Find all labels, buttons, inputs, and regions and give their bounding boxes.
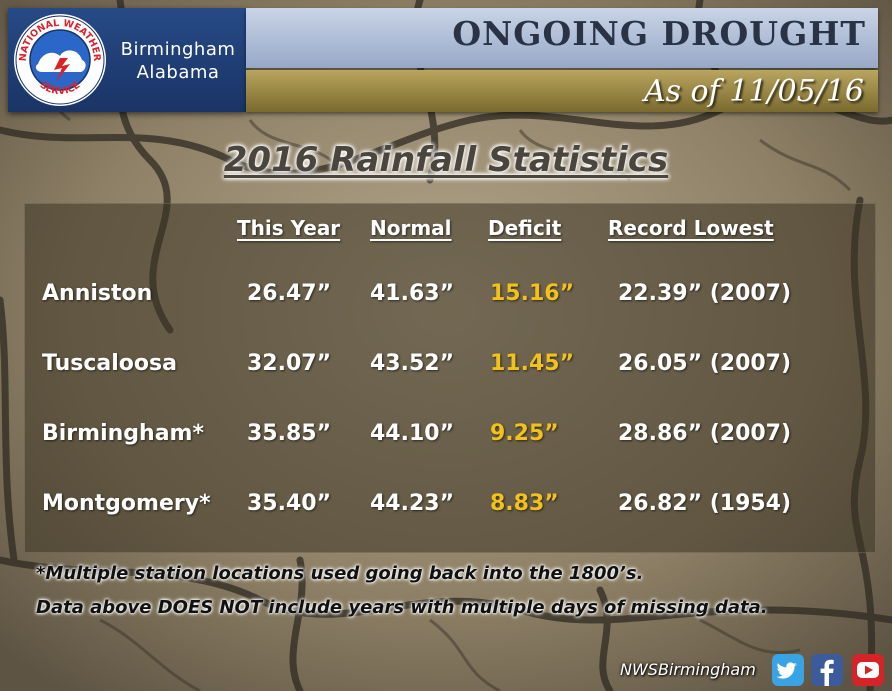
station-name: Birmingham* <box>42 421 204 446</box>
svg-text:SERVICE: SERVICE <box>38 80 83 98</box>
facebook-icon[interactable] <box>811 654 843 686</box>
youtube-icon[interactable] <box>852 654 884 686</box>
record-lowest-value: 26.82” (1954) <box>618 491 792 516</box>
station-name: Montgomery* <box>42 491 211 516</box>
table-row: Birmingham* 35.85” 44.10” 9.25” 28.86” (… <box>0 421 892 451</box>
as-of-date: As of 11/05/16 <box>643 74 864 109</box>
normal-value: 44.10” <box>370 421 455 446</box>
record-lowest-value: 28.86” (2007) <box>618 421 792 446</box>
column-header-normal: Normal <box>370 216 452 240</box>
social-handle: NWSBirmingham <box>620 660 756 679</box>
this-year-value: 35.85” <box>247 421 332 446</box>
nws-logo-icon: NATIONAL WEATHER SERVICE <box>14 14 106 106</box>
column-header-this-year: This Year <box>237 216 341 240</box>
page-title: ONGOING DROUGHT <box>452 14 866 53</box>
record-lowest-value: 22.39” (2007) <box>618 281 792 306</box>
station-name: Tuscaloosa <box>42 351 177 376</box>
station-name: Anniston <box>42 281 153 306</box>
deficit-value: 9.25” <box>490 421 559 446</box>
this-year-value: 26.47” <box>247 281 332 306</box>
record-lowest-value: 26.05” (2007) <box>618 351 792 376</box>
deficit-value: 15.16” <box>490 281 575 306</box>
footnote-missing-data: Data above DOES NOT include years with m… <box>36 597 768 618</box>
this-year-value: 32.07” <box>247 351 332 376</box>
table-row: Montgomery* 35.40” 44.23” 8.83” 26.82” (… <box>0 491 892 521</box>
footnote-station-locations: *Multiple station locations used going b… <box>36 563 644 584</box>
table-row: Tuscaloosa 32.07” 43.52” 11.45” 26.05” (… <box>0 351 892 381</box>
date-bar: As of 11/05/16 <box>246 70 878 112</box>
column-header-record-lowest: Record Lowest <box>608 216 774 240</box>
office-state: Alabama <box>136 62 220 83</box>
office-city: Birmingham <box>120 39 236 60</box>
twitter-icon[interactable] <box>772 654 804 686</box>
office-header: NATIONAL WEATHER SERVICE Birmingham Alab… <box>8 8 246 112</box>
deficit-value: 11.45” <box>490 351 575 376</box>
title-bar: ONGOING DROUGHT <box>246 8 878 68</box>
table-row: Anniston 26.47” 41.63” 15.16” 22.39” (20… <box>0 281 892 311</box>
section-title: 2016 Rainfall Statistics <box>223 140 669 180</box>
office-name: Birmingham Alabama <box>110 38 246 84</box>
normal-value: 43.52” <box>370 351 455 376</box>
column-header-deficit: Deficit <box>488 216 562 240</box>
stats-table-panel <box>24 203 876 553</box>
normal-value: 44.23” <box>370 491 455 516</box>
normal-value: 41.63” <box>370 281 455 306</box>
this-year-value: 35.40” <box>247 491 332 516</box>
deficit-value: 8.83” <box>490 491 559 516</box>
